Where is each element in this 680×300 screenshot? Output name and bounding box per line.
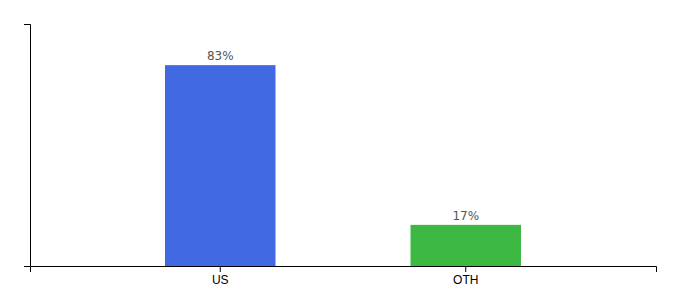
- bar: [411, 225, 521, 266]
- data-label: 83%: [207, 49, 234, 63]
- data-labels: 83% 17%: [207, 49, 479, 223]
- x-axis: US OTH: [31, 266, 657, 287]
- data-label: 17%: [452, 209, 479, 223]
- x-tick-label: OTH: [453, 273, 478, 287]
- chart: 83% 17% US OTH: [0, 0, 680, 300]
- bars: [165, 65, 521, 266]
- x-tick: OTH: [453, 266, 478, 287]
- x-tick-mark: [220, 266, 221, 272]
- x-tick-label: US: [212, 273, 229, 287]
- plot: 83% 17% US OTH: [24, 25, 657, 287]
- x-axis-line: [31, 267, 657, 273]
- x-tick: US: [212, 266, 229, 287]
- x-tick-mark: [465, 266, 466, 272]
- y-axis-line: [24, 25, 31, 267]
- bar: [165, 65, 275, 266]
- y-axis: [24, 25, 31, 267]
